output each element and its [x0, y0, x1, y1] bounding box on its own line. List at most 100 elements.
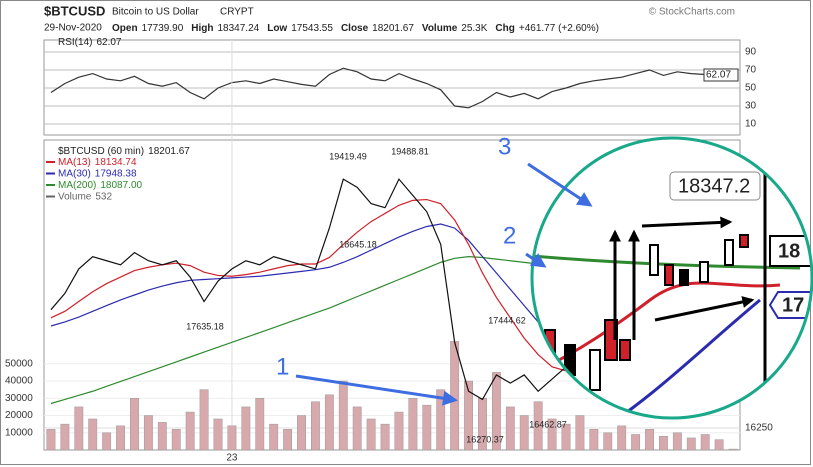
volume-bar — [60, 423, 70, 451]
stat-label: Low — [267, 23, 287, 34]
legend-value: 18087.00 — [100, 180, 142, 191]
volume-bar — [589, 429, 599, 451]
volume-bar — [450, 341, 460, 451]
volume-bar — [255, 398, 265, 451]
stat-label: Close — [341, 23, 369, 34]
legend-name: Volume — [58, 191, 92, 202]
legend-entry: MA(30) 17948.38 — [58, 168, 137, 179]
volume-bar — [311, 401, 320, 451]
volume-bar — [241, 406, 251, 451]
y2-tick-label: 50000 — [5, 358, 33, 369]
last-value: 18201.67 — [148, 146, 190, 157]
volume-bar — [672, 432, 682, 451]
volume-bar — [617, 425, 627, 451]
stat-label: High — [191, 23, 213, 34]
volume-bar — [380, 423, 390, 451]
annotation: 3 — [498, 133, 511, 160]
exchange: CRYPT — [220, 7, 254, 18]
stat-label: Open — [112, 23, 138, 34]
legend-value: 532 — [95, 191, 112, 202]
volume-bar — [686, 437, 696, 451]
series-line — [50, 67, 734, 109]
volume-bar — [283, 429, 293, 451]
plot: 90 70 50 30 10 RSI(14) 62.07 62.07 16250 50000 400… — [5, 37, 773, 464]
legend-name: MA(30) — [58, 168, 91, 179]
volume-bar — [603, 432, 613, 451]
volume-bar — [491, 372, 501, 451]
volume-bar — [464, 380, 473, 451]
volume-bar — [213, 418, 223, 451]
volume-bar — [46, 429, 56, 451]
volume-bar — [130, 398, 139, 451]
price-label: 16270.37 — [466, 434, 504, 444]
legend-name: MA(200) — [58, 180, 96, 191]
volume-bar — [324, 394, 334, 451]
volume-bar — [547, 418, 557, 451]
stat-value: 18347.24 — [218, 23, 260, 34]
y2-tick-label: 10000 — [5, 427, 33, 438]
panel-title: $BTCUSD (60 min) 18201.67 — [58, 146, 190, 157]
stat-value: 17543.55 — [291, 23, 333, 34]
zoom-box — [769, 235, 812, 267]
price-label: 17635.18 — [186, 321, 224, 331]
value-box — [703, 68, 739, 82]
stat-label: Chg — [495, 23, 514, 34]
volume-bar — [436, 389, 446, 451]
callout-arrows — [295, 162, 593, 406]
zoom-label: 17 — [782, 294, 804, 316]
y2-tick-label: 30000 — [5, 393, 33, 404]
stat-value: 18201.67 — [372, 23, 414, 34]
volume-bar — [422, 404, 432, 451]
zoom-label: 18347.2 — [678, 175, 750, 197]
volume-bar — [88, 418, 98, 451]
annotation: 2 — [503, 222, 516, 249]
y-tick-label: 10 — [745, 119, 757, 130]
volume-bar — [352, 406, 362, 451]
legend-name: MA(13) — [58, 157, 91, 168]
credit: © StockCharts.com — [649, 7, 735, 18]
y-tick-label: 16250 — [745, 423, 773, 434]
volume-bar — [519, 415, 529, 451]
title: $BTCUSD (60 min) — [58, 146, 144, 157]
volume-bar — [338, 380, 348, 451]
volume-bar — [714, 439, 724, 451]
zoom-label: 18 — [778, 240, 800, 262]
y2-tick-label: 20000 — [5, 410, 33, 421]
y-tick-label: 70 — [745, 65, 757, 76]
volume-bar — [561, 423, 571, 451]
y-tick-label: 30 — [745, 101, 757, 112]
instrument-name: Bitcoin to US Dollar — [112, 7, 199, 18]
volume-bar — [533, 401, 543, 451]
volume-bar — [116, 425, 125, 451]
zoom-ma30 — [599, 298, 761, 418]
volume-bar — [631, 434, 641, 451]
panel-title: RSI(14) 62.07 — [58, 37, 122, 48]
price-label: 16462.87 — [529, 419, 567, 429]
volume-bar — [269, 423, 279, 451]
stat-value: 25.3K — [461, 23, 487, 34]
y-tick-label: 50 — [745, 83, 757, 94]
volume-bar — [394, 411, 404, 451]
x-tick-label: 23 — [226, 453, 238, 464]
volume-bar — [74, 406, 84, 451]
price-label: 18645.18 — [339, 239, 377, 249]
last-value: 62.07 — [96, 37, 121, 48]
zoom: 18347.2 18 17 — [530, 136, 813, 420]
volume-bar — [728, 448, 738, 451]
volume-bar — [227, 425, 237, 451]
price-label: 17444.62 — [488, 315, 526, 325]
price-label: 19419.49 — [329, 151, 367, 161]
volume-bar — [366, 418, 376, 451]
volume-bar — [297, 415, 306, 451]
stat-value: +461.77 (+2.60%) — [519, 23, 599, 34]
title: RSI(14) — [58, 37, 92, 48]
legend-entry: MA(200) 18087.00 — [58, 180, 143, 191]
date: 29-Nov-2020 — [44, 23, 102, 34]
rsi-panel — [43, 39, 741, 136]
legend-entry: MA(13) 18134.74 — [58, 157, 137, 168]
y2-tick-label: 40000 — [5, 376, 33, 387]
volume-bar — [157, 422, 167, 451]
volume-bar — [171, 429, 181, 451]
stat-value: 17739.90 — [142, 23, 184, 34]
